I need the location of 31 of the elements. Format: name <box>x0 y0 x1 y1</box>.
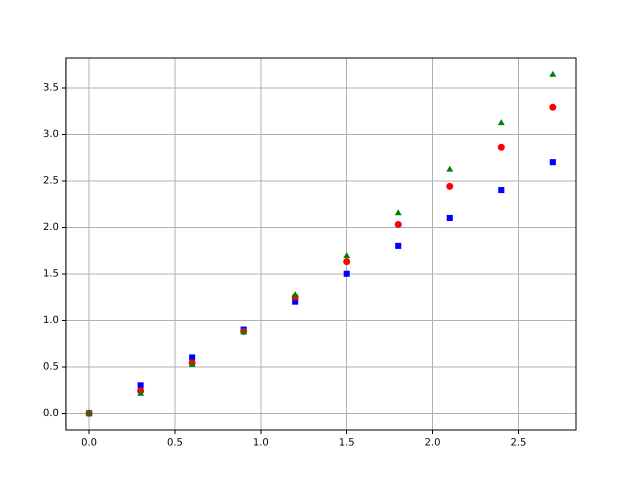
x-tick-label: 0.0 <box>81 438 98 449</box>
point <box>343 252 350 258</box>
y-tick-label: 1.0 <box>42 314 59 326</box>
point <box>446 182 454 190</box>
x-tick-label: 2.5 <box>510 438 526 449</box>
x-tick-label: 2.0 <box>424 438 441 449</box>
x-tick-label: 1.5 <box>338 438 355 449</box>
y-tick-label: 1.5 <box>42 268 59 280</box>
point <box>498 119 505 126</box>
point <box>446 166 454 172</box>
point <box>550 159 556 166</box>
y-tick-label: 3.0 <box>42 128 59 140</box>
y-tick-label: 0.5 <box>42 361 59 372</box>
point <box>549 104 556 111</box>
point <box>395 242 402 249</box>
x-tick-label: 0.5 <box>167 438 183 449</box>
point <box>498 187 504 194</box>
point <box>394 209 402 216</box>
point <box>137 390 144 396</box>
point <box>394 220 402 228</box>
y-tick-label: 2.0 <box>42 222 59 233</box>
point <box>498 144 505 151</box>
point <box>446 214 453 221</box>
y-tick-label: 2.5 <box>42 175 59 186</box>
y-tick-label: 3.5 <box>42 82 59 94</box>
point <box>549 70 556 77</box>
point <box>343 258 350 266</box>
point <box>344 270 350 277</box>
point <box>292 291 299 298</box>
y-tick-label: 0.0 <box>42 408 59 419</box>
x-tick-label: 1.0 <box>252 438 269 449</box>
